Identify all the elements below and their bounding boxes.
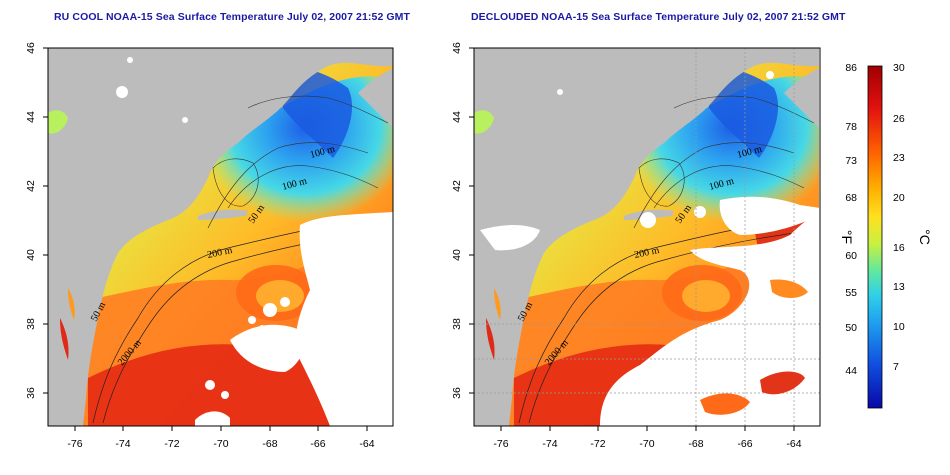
- celsius-unit: °C: [917, 229, 933, 245]
- fahrenheit-unit: °F: [839, 230, 855, 244]
- celsius-label: 30: [893, 62, 905, 74]
- x-tick-label: -76: [493, 438, 508, 450]
- fahrenheit-label: 78: [845, 121, 857, 133]
- x-tick-label: -64: [359, 438, 374, 450]
- fahrenheit-label: 73: [845, 155, 857, 167]
- x-tick-label: -64: [786, 438, 801, 450]
- x-tick-label: -66: [737, 438, 752, 450]
- y-tick-label: 46: [451, 42, 463, 54]
- celsius-label: 16: [893, 242, 905, 254]
- y-tick-label: 38: [25, 318, 37, 330]
- x-tick-label: -74: [115, 438, 130, 450]
- fahrenheit-label: 86: [845, 62, 857, 74]
- left-map: 100 m 100 m 50 m 200 m 50 m 2000 m -76 -…: [25, 42, 394, 450]
- celsius-label: 20: [893, 192, 905, 204]
- x-tick-label: -68: [688, 438, 703, 450]
- x-tick-label: -70: [639, 438, 654, 450]
- y-tick-label: 44: [25, 111, 37, 123]
- celsius-label: 26: [893, 113, 905, 125]
- y-tick-label: 42: [25, 180, 37, 192]
- colorbar: 86 78 73 68 60 55 50 44 30 26 23 20 16 1…: [839, 62, 933, 409]
- y-tick-label: 36: [25, 387, 37, 399]
- y-tick-label: 44: [451, 111, 463, 123]
- fahrenheit-label: 68: [845, 192, 857, 204]
- y-tick-label: 36: [451, 387, 463, 399]
- x-tick-label: -74: [542, 438, 557, 450]
- fahrenheit-label: 50: [845, 322, 857, 334]
- celsius-label: 13: [893, 281, 905, 293]
- celsius-label: 23: [893, 152, 905, 164]
- x-tick-label: -68: [262, 438, 277, 450]
- fahrenheit-label: 55: [845, 287, 857, 299]
- right-map: 100 m 100 m 50 m 200 m 50 m 2000 m -76 -…: [451, 42, 821, 450]
- x-tick-label: -76: [67, 438, 82, 450]
- fahrenheit-label: 60: [845, 250, 857, 262]
- y-tick-label: 40: [451, 249, 463, 261]
- left-panel-title: RU COOL NOAA-15 Sea Surface Temperature …: [54, 11, 411, 23]
- y-tick-label: 46: [25, 42, 37, 54]
- x-tick-label: -70: [213, 438, 228, 450]
- x-tick-label: -66: [310, 438, 325, 450]
- x-tick-label: -72: [590, 438, 605, 450]
- contour-label: 200 m: [206, 245, 233, 261]
- right-panel-title: DECLOUDED NOAA-15 Sea Surface Temperatur…: [471, 11, 846, 23]
- contour-label: 200 m: [633, 245, 660, 261]
- y-tick-label: 38: [451, 318, 463, 330]
- celsius-label: 10: [893, 321, 905, 333]
- y-tick-label: 40: [25, 249, 37, 261]
- colorbar-scale: [867, 65, 883, 409]
- fahrenheit-label: 44: [845, 365, 857, 377]
- x-tick-label: -72: [164, 438, 179, 450]
- y-tick-label: 42: [451, 180, 463, 192]
- celsius-label: 7: [893, 361, 899, 373]
